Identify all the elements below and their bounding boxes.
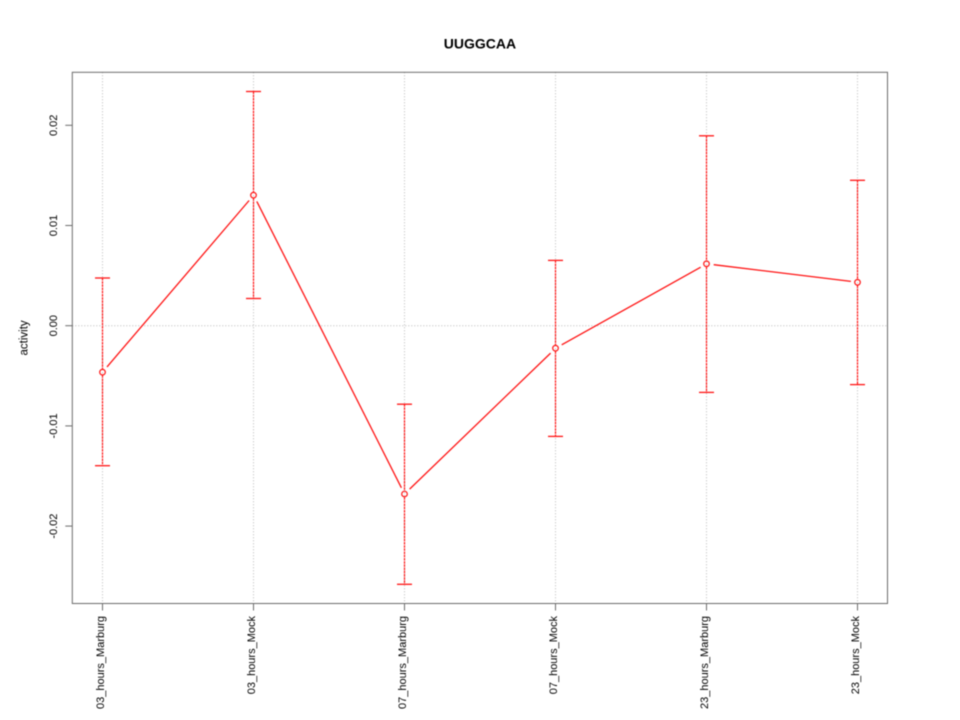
svg-text:0.00: 0.00 [48,315,60,336]
svg-text:activity: activity [19,320,31,355]
svg-text:-0.01: -0.01 [48,413,60,438]
svg-text:03_hours_Mock: 03_hours_Mock [246,616,258,695]
svg-text:23_hours_Mock: 23_hours_Mock [850,616,862,695]
svg-text:-0.02: -0.02 [48,514,60,539]
svg-text:23_hours_Marburg: 23_hours_Marburg [699,616,711,709]
svg-text:03_hours_Marburg: 03_hours_Marburg [95,616,107,709]
svg-text:UUGGCAA: UUGGCAA [444,36,516,52]
svg-text:0.02: 0.02 [48,115,60,136]
svg-text:07_hours_Marburg: 07_hours_Marburg [397,616,409,709]
svg-text:0.01: 0.01 [48,215,60,236]
svg-text:07_hours_Mock: 07_hours_Mock [548,616,560,695]
